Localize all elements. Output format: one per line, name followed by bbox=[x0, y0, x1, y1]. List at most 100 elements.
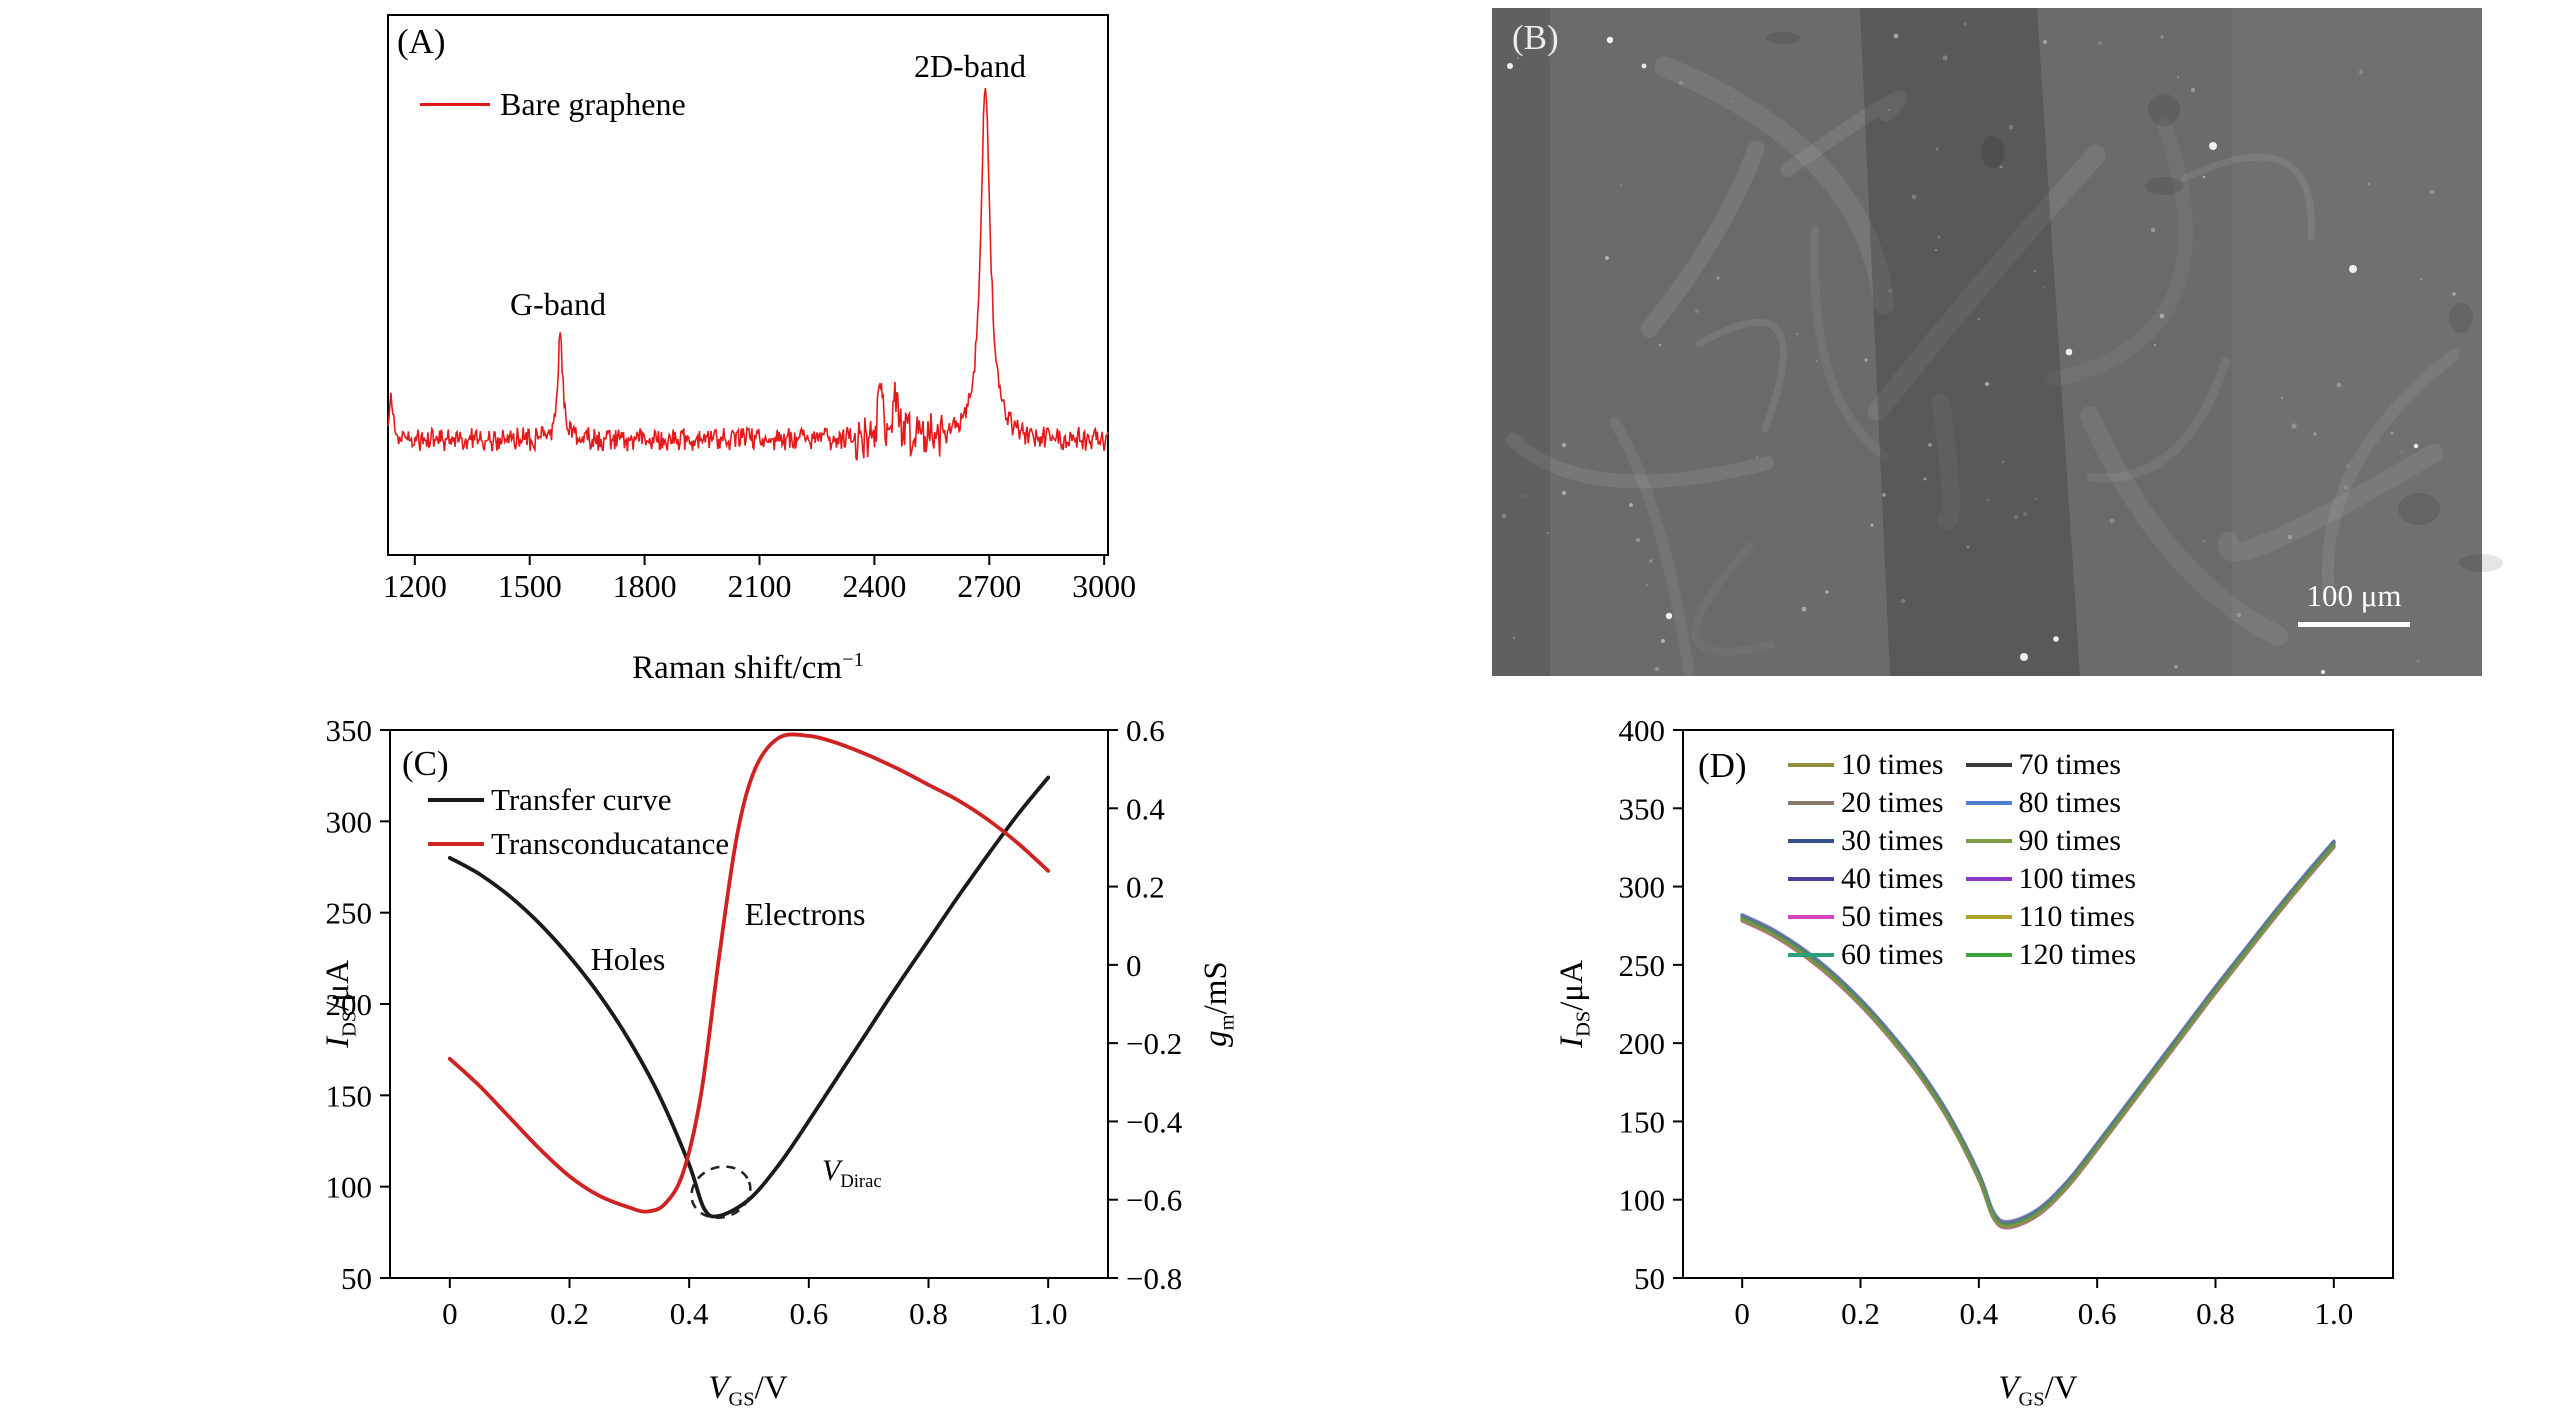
panel-b-tag: (B) bbox=[1512, 18, 1559, 57]
svg-text:2100: 2100 bbox=[727, 568, 791, 604]
d-y-unit: /μA bbox=[1554, 960, 1590, 1011]
legend-item: 60 times bbox=[1788, 938, 1944, 972]
svg-text:−0.6: −0.6 bbox=[1126, 1183, 1182, 1218]
c-x-subscript: GS bbox=[728, 1388, 755, 1411]
legend-line-swatch bbox=[428, 798, 484, 802]
raman-x-axis-label-base: Raman shift/cm bbox=[632, 650, 843, 686]
svg-text:0.2: 0.2 bbox=[1841, 1296, 1880, 1331]
svg-text:100: 100 bbox=[326, 1170, 373, 1205]
legend-item: 10 times bbox=[1788, 748, 1944, 782]
legend-line-swatch bbox=[1965, 915, 2012, 919]
dirac-point-label: VDirac bbox=[822, 1154, 882, 1193]
svg-text:50: 50 bbox=[1634, 1261, 1665, 1296]
legend-label: 20 times bbox=[1841, 786, 1944, 819]
legend-line-swatch bbox=[1965, 763, 2012, 767]
d-y-axis-label: IDS/μA bbox=[1550, 844, 1595, 1164]
legend-label: 100 times bbox=[2018, 862, 2137, 895]
svg-text:300: 300 bbox=[326, 804, 373, 839]
svg-text:0.6: 0.6 bbox=[789, 1296, 828, 1331]
raman-x-axis-label-exponent: −1 bbox=[842, 649, 864, 671]
svg-text:0.2: 0.2 bbox=[550, 1296, 589, 1331]
svg-text:0.4: 0.4 bbox=[670, 1296, 709, 1331]
c-x-symbol: V bbox=[708, 1370, 729, 1406]
legend-label: 120 times bbox=[2018, 938, 2137, 971]
legend-label: 90 times bbox=[2018, 824, 2122, 857]
svg-text:1800: 1800 bbox=[613, 568, 677, 604]
d-x-subscript: GS bbox=[2018, 1388, 2045, 1411]
legend-label: Transconducatance bbox=[491, 826, 730, 861]
d-x-symbol: V bbox=[1998, 1370, 2019, 1406]
panel-a-tag: (A) bbox=[397, 22, 446, 61]
svg-text:400: 400 bbox=[1619, 713, 1666, 748]
svg-text:2700: 2700 bbox=[957, 568, 1021, 604]
c-x-axis-label: VGS/V bbox=[548, 1366, 948, 1411]
cycling-chart-legend: 10 times 70 times 20 times 80 times 30 times… bbox=[1788, 748, 2136, 972]
svg-text:−0.4: −0.4 bbox=[1126, 1104, 1183, 1139]
legend-item: 120 times bbox=[1965, 938, 2137, 972]
svg-text:1.0: 1.0 bbox=[1029, 1296, 1068, 1331]
legend-item: 100 times bbox=[1965, 862, 2137, 896]
c-yl-symbol: I bbox=[320, 1036, 356, 1048]
legend-label: 70 times bbox=[2018, 748, 2122, 781]
d-y-subscript: DS bbox=[1572, 1010, 1595, 1037]
svg-text:0.4: 0.4 bbox=[1126, 791, 1165, 826]
svg-text:1500: 1500 bbox=[498, 568, 562, 604]
panel-c-tag: (C) bbox=[402, 744, 449, 783]
svg-text:0.4: 0.4 bbox=[1959, 1296, 1998, 1331]
electrons-label: Electrons bbox=[744, 896, 866, 932]
svg-text:200: 200 bbox=[326, 987, 373, 1022]
scale-bar: 100 μm bbox=[2264, 578, 2444, 627]
legend-label: 30 times bbox=[1841, 824, 1944, 857]
legend-item: 20 times bbox=[1788, 786, 1944, 820]
svg-text:0.8: 0.8 bbox=[909, 1296, 948, 1331]
svg-text:200: 200 bbox=[1619, 1026, 1666, 1061]
legend-item: 80 times bbox=[1965, 786, 2137, 820]
raman-spectrum-chart: 1200 1500 1800 2100 2400 2700 3000 bbox=[383, 14, 1136, 604]
transfer-chart-legend: Transfer curve Transconducatance bbox=[428, 782, 729, 862]
svg-text:2400: 2400 bbox=[842, 568, 906, 604]
legend-line-swatch bbox=[1788, 801, 1834, 805]
scale-bar-line bbox=[2298, 622, 2410, 627]
legend-item: Transconducatance bbox=[428, 826, 729, 862]
dirac-label-subscript: Dirac bbox=[840, 1171, 882, 1192]
raman-legend-label: Bare graphene bbox=[500, 86, 686, 122]
c-yr-symbol: g bbox=[1198, 1030, 1234, 1047]
legend-item: 70 times bbox=[1965, 748, 2137, 782]
panel-d-tag: (D) bbox=[1698, 746, 1747, 785]
c-x-unit: /V bbox=[754, 1370, 788, 1406]
svg-text:1.0: 1.0 bbox=[2314, 1296, 2353, 1331]
legend-line-swatch bbox=[1788, 763, 1834, 767]
legend-line-swatch bbox=[1965, 801, 2012, 805]
legend-item: 40 times bbox=[1788, 862, 1944, 896]
dirac-label-symbol: V bbox=[822, 1154, 841, 1187]
svg-text:100: 100 bbox=[1619, 1183, 1666, 1218]
raman-legend: Bare graphene bbox=[420, 86, 686, 123]
legend-line-swatch bbox=[1788, 915, 1834, 919]
svg-text:−0.2: −0.2 bbox=[1126, 1026, 1182, 1061]
legend-line-swatch bbox=[1788, 877, 1834, 881]
svg-text:0.2: 0.2 bbox=[1126, 870, 1165, 905]
raman-legend-line-swatch bbox=[420, 103, 490, 106]
svg-text:3000: 3000 bbox=[1072, 568, 1136, 604]
svg-text:150: 150 bbox=[326, 1078, 373, 1113]
legend-item: Transfer curve bbox=[428, 782, 729, 818]
c-right-y-axis-label: gm/mS bbox=[1194, 844, 1239, 1164]
legend-line-swatch bbox=[1965, 839, 2012, 843]
legend-item: 30 times bbox=[1788, 824, 1944, 858]
svg-text:250: 250 bbox=[326, 896, 373, 931]
c-yr-subscript: m bbox=[1216, 1014, 1239, 1031]
svg-text:350: 350 bbox=[1619, 791, 1666, 826]
svg-text:0.6: 0.6 bbox=[1126, 713, 1165, 748]
legend-label: 40 times bbox=[1841, 862, 1944, 895]
d-x-axis-label: VGS/V bbox=[1838, 1366, 2238, 1411]
svg-text:0: 0 bbox=[1734, 1296, 1750, 1331]
svg-text:250: 250 bbox=[1619, 948, 1666, 983]
transfer-curve-chart: 0 0.2 0.4 0.6 0.8 1.0 350 300 250 200 150 100 50 0.6 0… bbox=[326, 713, 1183, 1331]
g-band-label: G-band bbox=[510, 286, 606, 322]
d2-band-label: 2D-band bbox=[914, 48, 1026, 84]
holes-label: Holes bbox=[590, 941, 666, 977]
svg-text:0.6: 0.6 bbox=[2078, 1296, 2117, 1331]
sem-micrograph bbox=[1492, 8, 2503, 677]
c-yr-unit: /mS bbox=[1198, 961, 1234, 1015]
